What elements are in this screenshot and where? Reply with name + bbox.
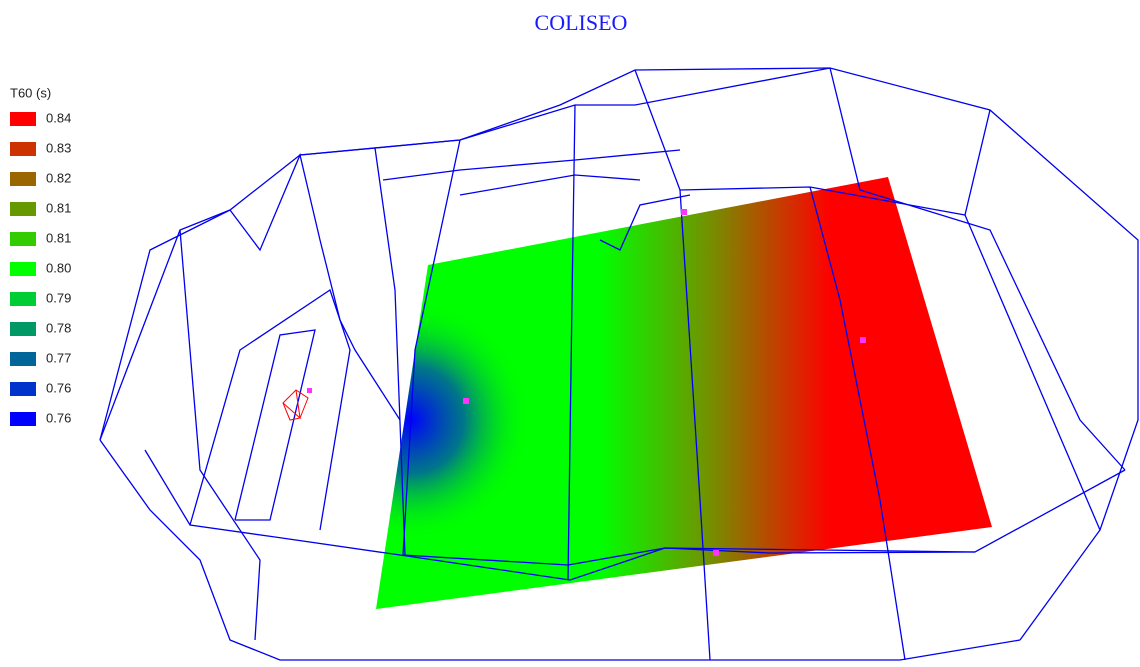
legend-swatch (10, 382, 36, 396)
legend-swatch (10, 322, 36, 336)
legend-swatch (10, 202, 36, 216)
legend-swatch (10, 142, 36, 156)
legend-label: 0.81 (46, 230, 71, 245)
legend-swatch (10, 232, 36, 246)
legend-label: 0.76 (46, 410, 71, 425)
legend-title: T60 (s) (10, 85, 51, 100)
legend-swatch (10, 292, 36, 306)
heat-surface (300, 177, 992, 630)
legend-label: 0.81 (46, 200, 71, 215)
legend-swatch (10, 412, 36, 426)
legend-label: 0.77 (46, 350, 71, 365)
title: COLISEO (535, 10, 628, 35)
legend-label: 0.79 (46, 290, 71, 305)
source (283, 390, 308, 420)
legend-label: 0.84 (46, 110, 71, 125)
legend-label: 0.82 (46, 170, 71, 185)
legend-label: 0.78 (46, 320, 71, 335)
visualization: COLISEO T60 (s) 0.84 0.83 0.82 0.81 0.81 0.80… (0, 0, 1140, 667)
legend: 0.84 0.83 0.82 0.81 0.81 0.80 0.79 0.78 0.77 0.76… (10, 110, 71, 426)
legend-swatch (10, 112, 36, 126)
legend-swatch (10, 172, 36, 186)
legend-label: 0.80 (46, 260, 71, 275)
legend-swatch (10, 352, 36, 366)
legend-label: 0.76 (46, 380, 71, 395)
legend-swatch (10, 262, 36, 276)
legend-label: 0.83 (46, 140, 71, 155)
